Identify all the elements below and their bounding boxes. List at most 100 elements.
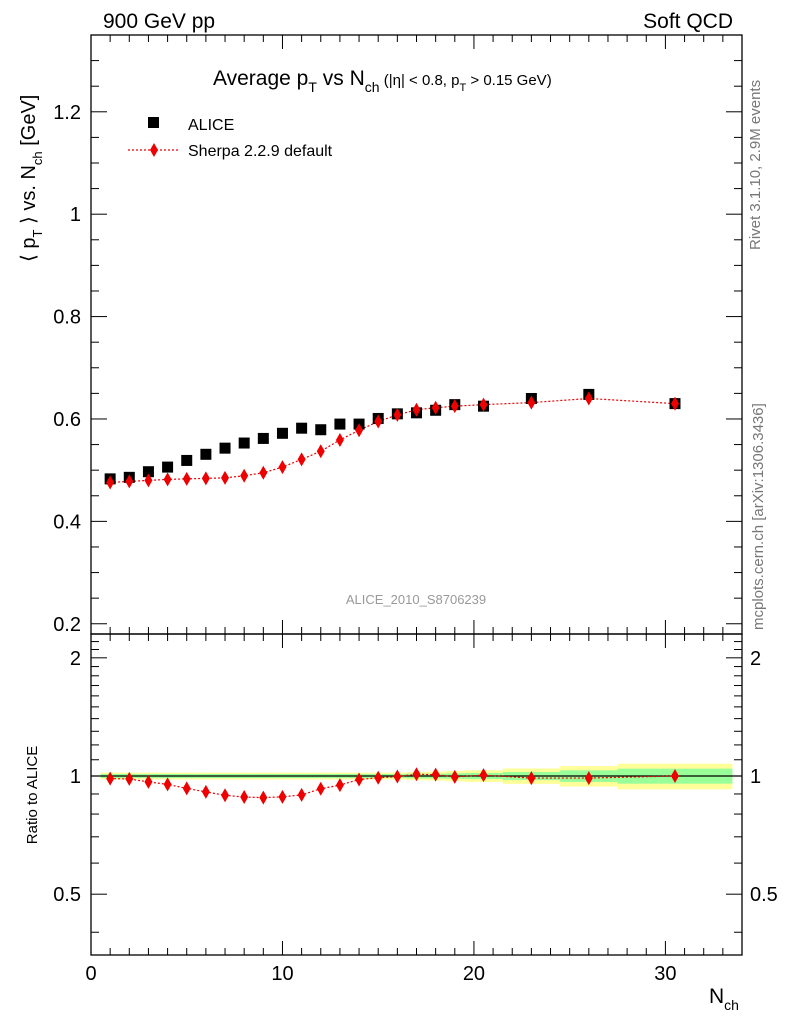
sherpa-point-21: [584, 391, 593, 406]
ratio-tick-label-left-2: 2: [70, 648, 81, 670]
y-tick-label-5: 1.2: [53, 102, 81, 124]
sherpa-ratio-point-21: [584, 771, 593, 786]
ratio-tick-label-left-1: 1: [70, 766, 81, 788]
sherpa-ratio-point-10: [297, 787, 306, 802]
sherpa-ratio-point-8: [259, 790, 268, 805]
sherpa-ratio-point-9: [278, 789, 287, 804]
alice-point-4: [181, 454, 193, 466]
title-cuts-a: (|η| < 0.8, p: [380, 72, 460, 89]
sherpa-ratio-point-20: [527, 771, 536, 786]
sherpa-ratio-point-1: [125, 771, 134, 786]
title-cuts-sub: T: [459, 82, 466, 94]
sherpa-point-19: [479, 397, 488, 412]
mcplots-label: mcplots.cern.ch [arXiv:1306.3436]: [750, 403, 767, 630]
y-tick-label-0: 0.2: [53, 614, 81, 636]
legend-mc-label: Sherpa 2.2.9 default: [188, 143, 333, 160]
x-axis-label: Nch: [709, 985, 739, 1013]
sherpa-point-11: [316, 444, 325, 459]
sherpa-point-12: [335, 432, 344, 447]
sherpa-ratio-point-11: [316, 781, 325, 796]
sherpa-ratio-point-22: [670, 769, 679, 784]
alice-point-6: [219, 442, 231, 454]
sherpa-ratio-point-19: [479, 768, 488, 783]
sherpa-ratio-point-15: [393, 769, 402, 784]
header-right: Soft QCD: [643, 10, 733, 33]
sherpa-point-13: [355, 423, 364, 438]
title-vs: vs N: [317, 67, 365, 90]
sherpa-point-0: [106, 475, 115, 490]
sherpa-point-16: [412, 402, 421, 417]
sherpa-ratio-point-6: [221, 788, 230, 803]
sherpa-point-1: [125, 474, 134, 489]
sherpa-point-5: [201, 471, 210, 486]
sherpa-ratio-point-2: [144, 774, 153, 789]
rivet-label: Rivet 3.1.10, 2.9M events: [747, 80, 764, 250]
sherpa-point-3: [163, 472, 172, 487]
sherpa-ratio-point-16: [412, 767, 421, 782]
sherpa-point-8: [259, 465, 268, 480]
x-tick-label-20: 20: [463, 963, 485, 985]
sherpa-point-9: [278, 460, 287, 475]
ylabel-sub-b: ch: [30, 151, 45, 165]
y-axis-label: ⟨ pT ⟩ vs. Nch [GeV]: [18, 95, 45, 262]
sherpa-ratio-point-18: [450, 769, 459, 784]
x-tick-label-0: 0: [85, 963, 96, 985]
alice-point-8: [257, 432, 269, 444]
legend-data-marker: [148, 117, 159, 128]
alice-point-7: [238, 437, 250, 449]
sherpa-ratio-point-12: [335, 778, 344, 793]
alice-point-2: [142, 466, 154, 478]
ylabel-part-c: [GeV]: [18, 95, 40, 152]
alice-point-10: [296, 422, 308, 434]
sherpa-point-20: [527, 395, 536, 410]
plot-frames: [90, 34, 743, 956]
chart-title: Average pT vs Nch (|η| < 0.8, pT > 0.15 …: [213, 67, 552, 95]
x-tick-label-10: 10: [271, 963, 293, 985]
xlabel-sub: ch: [724, 997, 739, 1013]
legend-mc-marker: [150, 143, 158, 157]
sherpa-ratio-point-17: [431, 767, 440, 782]
sherpa-ratio-point-3: [163, 777, 172, 792]
ratio-tick-label-right-2: 2: [750, 648, 761, 670]
sherpa-point-15: [393, 407, 402, 422]
sherpa-point-2: [144, 473, 153, 488]
legend: ALICE Sherpa 2.2.9 default: [128, 117, 333, 160]
ylabel-part-b: ⟩ vs. N: [18, 165, 40, 229]
y-tick-label-1: 0.4: [53, 511, 81, 533]
sherpa-ratio-point-4: [182, 781, 191, 796]
sherpa-ratio-point-5: [201, 784, 210, 799]
sherpa-point-10: [297, 452, 306, 467]
sherpa-point-4: [182, 471, 191, 486]
sherpa-point-14: [374, 414, 383, 429]
ylabel-sub-a: T: [30, 230, 45, 238]
data-markers: [104, 388, 681, 805]
alice-point-3: [162, 461, 174, 473]
title-cuts-b: > 0.15 GeV): [466, 72, 551, 89]
sherpa-point-18: [450, 399, 459, 414]
sherpa-ratio-point-13: [355, 772, 364, 787]
ratio-tick-label-right-0: 0.5: [750, 884, 778, 906]
y-tick-label-2: 0.6: [53, 409, 81, 431]
sherpa-point-6: [221, 470, 230, 485]
sherpa-ratio-point-0: [106, 771, 115, 786]
x-tick-label-30: 30: [654, 963, 676, 985]
legend-data-label: ALICE: [188, 117, 234, 134]
title-vs-sub: ch: [365, 79, 380, 95]
axis-tick-labels: 0 10 20 30 0.2 0.4 0.6 0.8 1 1.2 0.5 0.5 1 1 2 2: [53, 102, 778, 985]
xlabel-main: N: [709, 985, 724, 1008]
sherpa-ratio-point-14: [374, 770, 383, 785]
alice-point-9: [276, 427, 288, 439]
title-main-sub: T: [308, 79, 317, 95]
axis-ticks: [90, 35, 743, 955]
analysis-tag: ALICE_2010_S8706239: [346, 592, 486, 607]
alice-point-5: [200, 448, 212, 460]
ratio-tick-label-left-0: 0.5: [53, 884, 81, 906]
ratio-tick-label-right-1: 1: [750, 766, 761, 788]
alice-point-11: [315, 424, 327, 436]
sherpa-ratio-point-7: [240, 790, 249, 805]
sherpa-point-7: [240, 468, 249, 483]
alice-point-12: [334, 418, 346, 430]
sherpa-point-17: [431, 400, 440, 415]
ratio-plot-frame: [90, 633, 743, 956]
